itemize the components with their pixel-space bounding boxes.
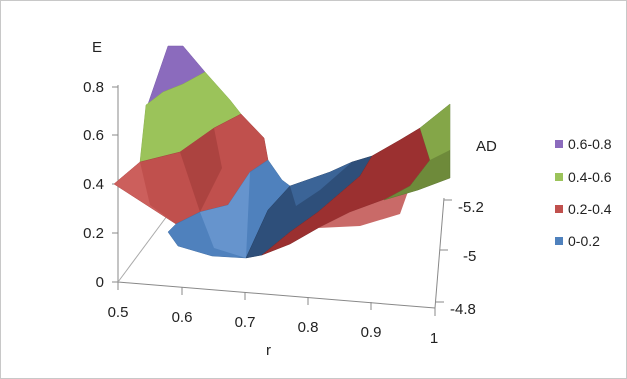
legend-label: 0.4-0.6	[568, 169, 612, 185]
surface-facet-mid-blue	[290, 162, 352, 206]
x-axis-line	[117, 281, 436, 309]
y-tick-label: 0.8	[83, 79, 104, 96]
x-tick-label: 0.6	[172, 309, 193, 326]
x-tick-label: 0.7	[235, 314, 256, 331]
legend-swatch	[555, 205, 563, 213]
surface-facet-dark-red-1	[180, 128, 222, 212]
legend: 0.6-0.8 0.4-0.6 0.2-0.4 0-0.2	[555, 136, 612, 249]
y-axis-label: E	[92, 39, 102, 56]
surface-facet-bright-red	[318, 186, 410, 228]
y-tick-label: 0	[96, 274, 104, 291]
y-tick-label: 0.4	[83, 176, 104, 193]
x-tick-label: 0.5	[108, 304, 129, 321]
surface-facet-light-green	[420, 104, 450, 160]
x-tick-labels: 0.5 0.6 0.7 0.8 0.9 1	[108, 304, 439, 347]
legend-swatch	[555, 237, 563, 245]
depth-axis-label: AD	[476, 138, 497, 155]
legend-label: 0.6-0.8	[568, 136, 612, 152]
legend-label: 0.2-0.4	[568, 201, 612, 217]
y-tick-marks	[112, 86, 118, 283]
surface-facet-dark-red-2	[114, 162, 176, 224]
legend-swatch	[555, 140, 563, 148]
x-tick-marks	[117, 282, 436, 316]
depth-tick-label: -5	[463, 248, 476, 265]
legend-label: 0-0.2	[568, 233, 600, 249]
surface-patches	[113, 45, 451, 259]
x-tick-label: 1	[430, 330, 438, 347]
legend-swatch	[555, 173, 563, 181]
depth-tick-marks	[436, 199, 452, 303]
depth-tick-label: -4.8	[450, 301, 476, 318]
y-tick-labels: 0 0.2 0.4 0.6 0.8	[83, 79, 104, 291]
base-back-line	[117, 211, 171, 283]
depth-axis-line	[434, 197, 445, 309]
x-axis-label: r	[266, 342, 271, 359]
surface-facet-light-blue	[200, 172, 250, 258]
depth-tick-label: -5.2	[458, 199, 484, 216]
x-tick-label: 0.9	[361, 324, 382, 341]
depth-tick-labels: -5.2 -5 -4.8	[450, 199, 484, 318]
y-tick-label: 0.2	[83, 225, 104, 242]
y-tick-label: 0.6	[83, 127, 104, 144]
x-tick-label: 0.8	[298, 319, 319, 336]
